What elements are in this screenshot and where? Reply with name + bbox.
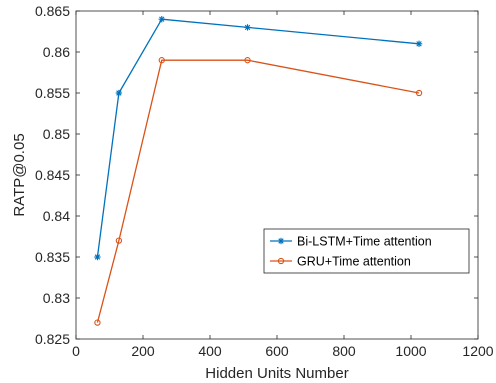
legend-label: GRU+Time attention bbox=[297, 255, 411, 269]
plot-area bbox=[75, 10, 479, 340]
legend-box bbox=[263, 228, 470, 274]
y-tick-label: 0.86 bbox=[43, 44, 70, 60]
series-2 bbox=[94, 57, 423, 326]
legend-item: GRU+Time attention bbox=[270, 255, 411, 269]
x-tick-label: 600 bbox=[265, 343, 289, 359]
legend-item: Bi-LSTM+Time attention bbox=[270, 235, 432, 249]
data-point bbox=[158, 57, 165, 64]
x-tick-label: 0 bbox=[72, 343, 80, 359]
y-tick-label: 0.83 bbox=[43, 290, 70, 306]
legend-label: Bi-LSTM+Time attention bbox=[297, 235, 432, 249]
y-tick-label: 0.85 bbox=[43, 126, 70, 142]
data-point bbox=[415, 89, 423, 97]
data-point bbox=[415, 40, 423, 47]
x-axis-title: Hidden Units Number bbox=[205, 365, 348, 382]
legend-marker bbox=[277, 237, 285, 245]
data-point bbox=[94, 253, 101, 261]
x-axis-ticks: 0 200 400 600 800 1000 1200 bbox=[72, 11, 494, 359]
legend: Bi-LSTM+Time attention GRU+Time attention bbox=[263, 228, 470, 274]
data-point bbox=[244, 24, 251, 31]
y-tick-label: 0.855 bbox=[35, 85, 70, 101]
series-layer bbox=[94, 16, 423, 326]
x-tick-label: 800 bbox=[332, 343, 356, 359]
y-tick-label: 0.865 bbox=[35, 3, 70, 19]
data-point bbox=[115, 89, 123, 97]
data-point bbox=[158, 16, 165, 23]
x-tick-label: 1000 bbox=[395, 343, 426, 359]
y-tick-label: 0.835 bbox=[35, 249, 70, 265]
series-line bbox=[96, 59, 420, 323]
y-tick-label: 0.825 bbox=[35, 331, 70, 347]
x-tick-label: 400 bbox=[198, 343, 222, 359]
y-tick-label: 0.845 bbox=[35, 167, 70, 183]
y-axis-title: RATP@0.05 bbox=[11, 133, 28, 216]
data-point bbox=[244, 57, 251, 64]
x-tick-label: 1200 bbox=[462, 343, 493, 359]
series-1 bbox=[94, 16, 423, 261]
x-tick-label: 200 bbox=[131, 343, 155, 359]
data-point bbox=[94, 319, 101, 326]
y-tick-label: 0.84 bbox=[43, 208, 70, 224]
y-axis-ticks: 0.825 0.83 0.835 0.84 0.845 0.85 0.855 0.86 0.86… bbox=[35, 3, 478, 347]
data-point bbox=[115, 237, 123, 244]
legend-marker bbox=[277, 257, 285, 265]
